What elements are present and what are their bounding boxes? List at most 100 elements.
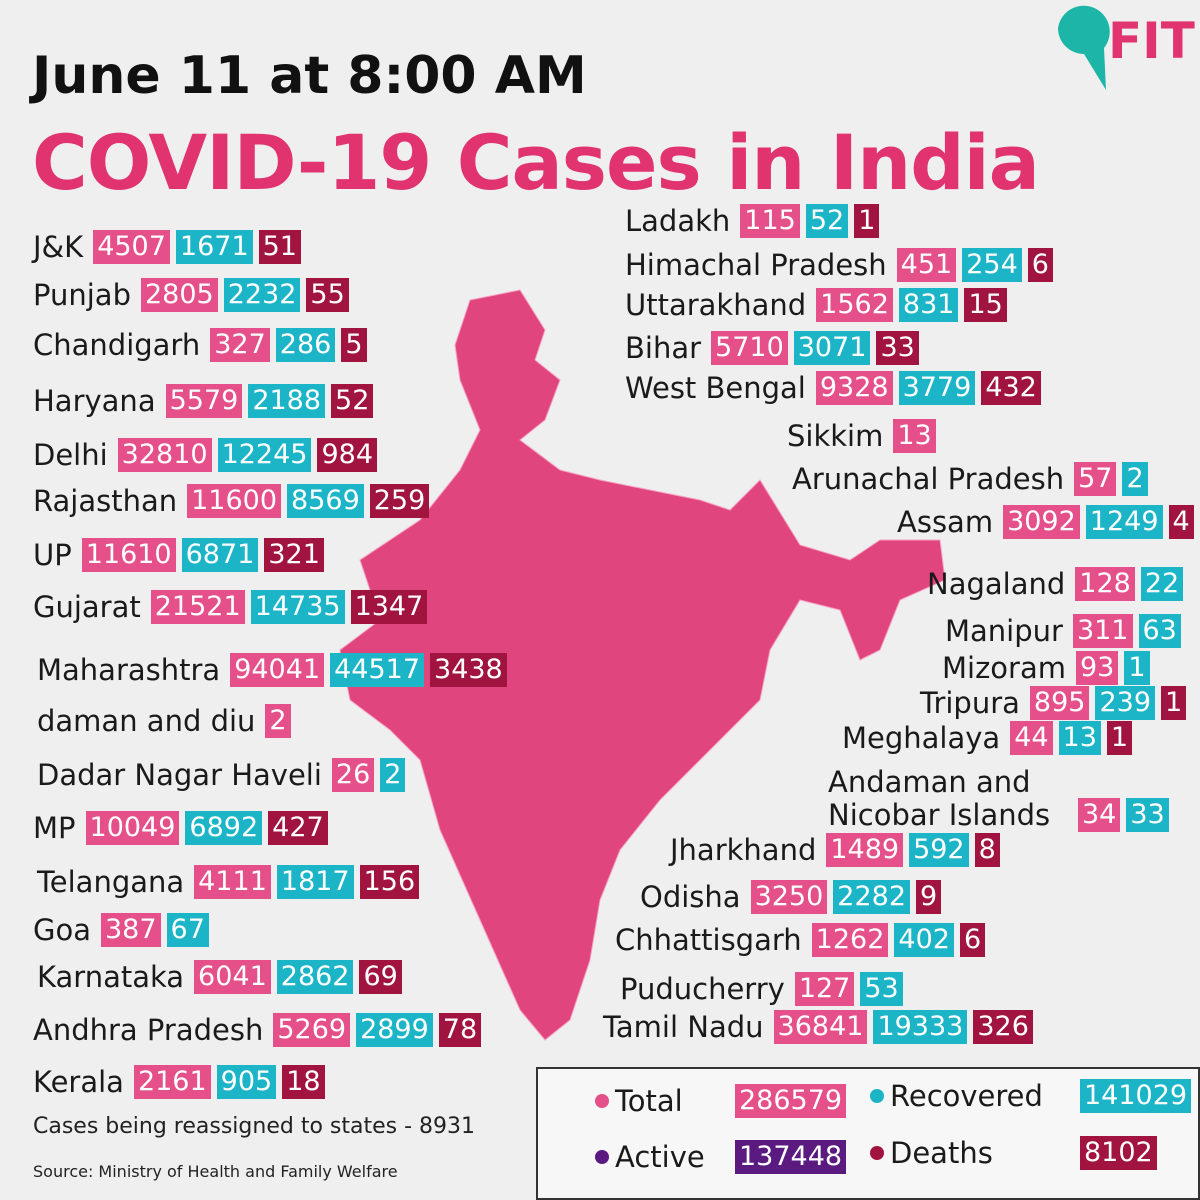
state-name: Andaman and Nicobar Islands (828, 765, 1051, 832)
state-row: Delhi 32810 12245 984 (33, 438, 378, 472)
badge-deaths: 8 (974, 833, 1000, 867)
state-row: Ladakh 115 52 1 (625, 204, 880, 238)
legend-item: Deaths 8102 (870, 1136, 1157, 1170)
legend-label: Total (615, 1084, 683, 1118)
state-row: Puducherry 127 53 (620, 972, 903, 1006)
badge-deaths: 18 (282, 1065, 325, 1099)
badge-deaths: 52 (331, 384, 374, 418)
badge-deaths: 326 (973, 1010, 1033, 1044)
badge-total: 128 (1075, 567, 1135, 601)
badge-recovered: 13 (1058, 721, 1101, 755)
badge-recovered: 286 (275, 328, 336, 362)
badge-deaths: 156 (359, 865, 420, 899)
state-name: Tamil Nadu (603, 1010, 764, 1044)
badge-recovered: 8569 (287, 484, 364, 518)
state-name: Maharashtra (37, 653, 221, 687)
badge-total: 6041 (194, 960, 271, 994)
badge-recovered: 6871 (181, 538, 259, 572)
badge-recovered: 1249 (1085, 505, 1163, 539)
badge-total: 10049 (85, 811, 180, 845)
state-row: Maharashtra 94041 44517 3438 (37, 653, 507, 687)
badge-recovered: 44517 (330, 653, 425, 687)
state-row: Assam 3092 1249 4 (897, 505, 1194, 539)
state-name: Andhra Pradesh (33, 1013, 264, 1047)
state-name: Tripura (920, 686, 1020, 720)
badge-deaths: 1 (1106, 721, 1133, 755)
state-name: Assam (897, 505, 994, 539)
state-name: Arunachal Pradesh (792, 462, 1065, 496)
badge-recovered: 67 (166, 913, 209, 947)
state-row: UP 11610 6871 321 (33, 538, 324, 572)
legend-item: Active 137448 (595, 1140, 847, 1174)
badge-deaths: 69 (359, 960, 402, 994)
state-row: Odisha 3250 2282 9 (640, 880, 942, 914)
state-row: Andaman and Nicobar Islands 34 33 (828, 766, 1169, 832)
legend-dot (595, 1150, 609, 1164)
badge-total: 1562 (816, 288, 893, 322)
legend-value: 286579 (735, 1084, 847, 1118)
legend-label: Recovered (890, 1079, 1043, 1113)
state-name: J&K (33, 230, 84, 264)
badge-total: 387 (101, 913, 161, 947)
badge-recovered: 3779 (898, 371, 976, 405)
badge-total: 3250 (750, 880, 828, 914)
badge-recovered: 1 (1124, 651, 1150, 685)
badge-total: 11610 (81, 538, 176, 572)
badge-deaths: 33 (876, 331, 919, 365)
state-name: Haryana (33, 384, 156, 418)
badge-total: 3092 (1003, 505, 1080, 539)
state-row: Himachal Pradesh 451 254 6 (625, 248, 1053, 282)
state-name: daman and diu (37, 704, 256, 738)
state-name: Bihar (625, 331, 702, 365)
badge-total: 5710 (711, 331, 788, 365)
badge-total: 5269 (273, 1013, 351, 1047)
legend-item: Total 286579 (595, 1084, 847, 1118)
state-name: Gujarat (33, 590, 141, 624)
state-name: Uttarakhand (625, 288, 807, 322)
date: June 11 at 8:00 AM (32, 46, 587, 106)
state-name: Sikkim (787, 419, 884, 453)
badge-recovered: 2188 (248, 384, 326, 418)
badge-recovered: 14735 (250, 590, 345, 624)
state-name: Jharkhand (670, 833, 817, 867)
state-name: Ladakh (625, 204, 731, 238)
badge-recovered: 63 (1138, 614, 1181, 648)
badge-deaths: 5 (341, 328, 367, 362)
badge-total: 93 (1076, 651, 1119, 685)
badge-recovered: 2 (380, 758, 406, 792)
state-row: Karnataka 6041 2862 69 (37, 960, 402, 994)
badge-recovered: 2862 (276, 960, 354, 994)
badge-recovered: 22 (1140, 567, 1184, 601)
state-name: Karnataka (37, 960, 185, 994)
badge-total: 4111 (194, 865, 271, 899)
badge-recovered: 905 (216, 1065, 277, 1099)
state-name: Punjab (33, 278, 131, 312)
state-row: Nagaland 128 22 (927, 567, 1184, 601)
state-row: Meghalaya 44 13 1 (842, 721, 1133, 755)
legend-label: Active (615, 1140, 705, 1174)
state-name: Chhattisgarh (615, 923, 802, 957)
badge-deaths: 9 (916, 880, 942, 914)
state-row: Arunachal Pradesh 57 2 (792, 462, 1148, 496)
badge-recovered: 592 (909, 833, 969, 867)
legend-label: Deaths (890, 1136, 993, 1170)
state-row: Telangana 4111 1817 156 (37, 865, 420, 899)
badge-total: 327 (210, 328, 270, 362)
state-row: Dadar Nagar Haveli 26 2 (37, 758, 406, 792)
state-row: West Bengal 9328 3779 432 (625, 371, 1041, 405)
badge-total: 11600 (187, 484, 282, 518)
badge-deaths: 55 (306, 278, 349, 312)
state-row: Jharkhand 1489 592 8 (670, 833, 1000, 867)
state-row: Chandigarh 327 286 5 (33, 328, 367, 362)
state-row: Tamil Nadu 36841 19333 326 (603, 1010, 1033, 1044)
badge-total: 1262 (811, 923, 889, 957)
badge-total: 21521 (150, 590, 245, 624)
india-map (339, 289, 946, 1041)
legend-dot (870, 1146, 884, 1160)
badge-deaths: 6 (1027, 248, 1053, 282)
source: Source: Ministry of Health and Family We… (33, 1162, 398, 1181)
badge-recovered: 402 (894, 923, 954, 957)
badge-recovered: 2899 (356, 1013, 433, 1047)
legend-value: 8102 (1080, 1136, 1157, 1170)
